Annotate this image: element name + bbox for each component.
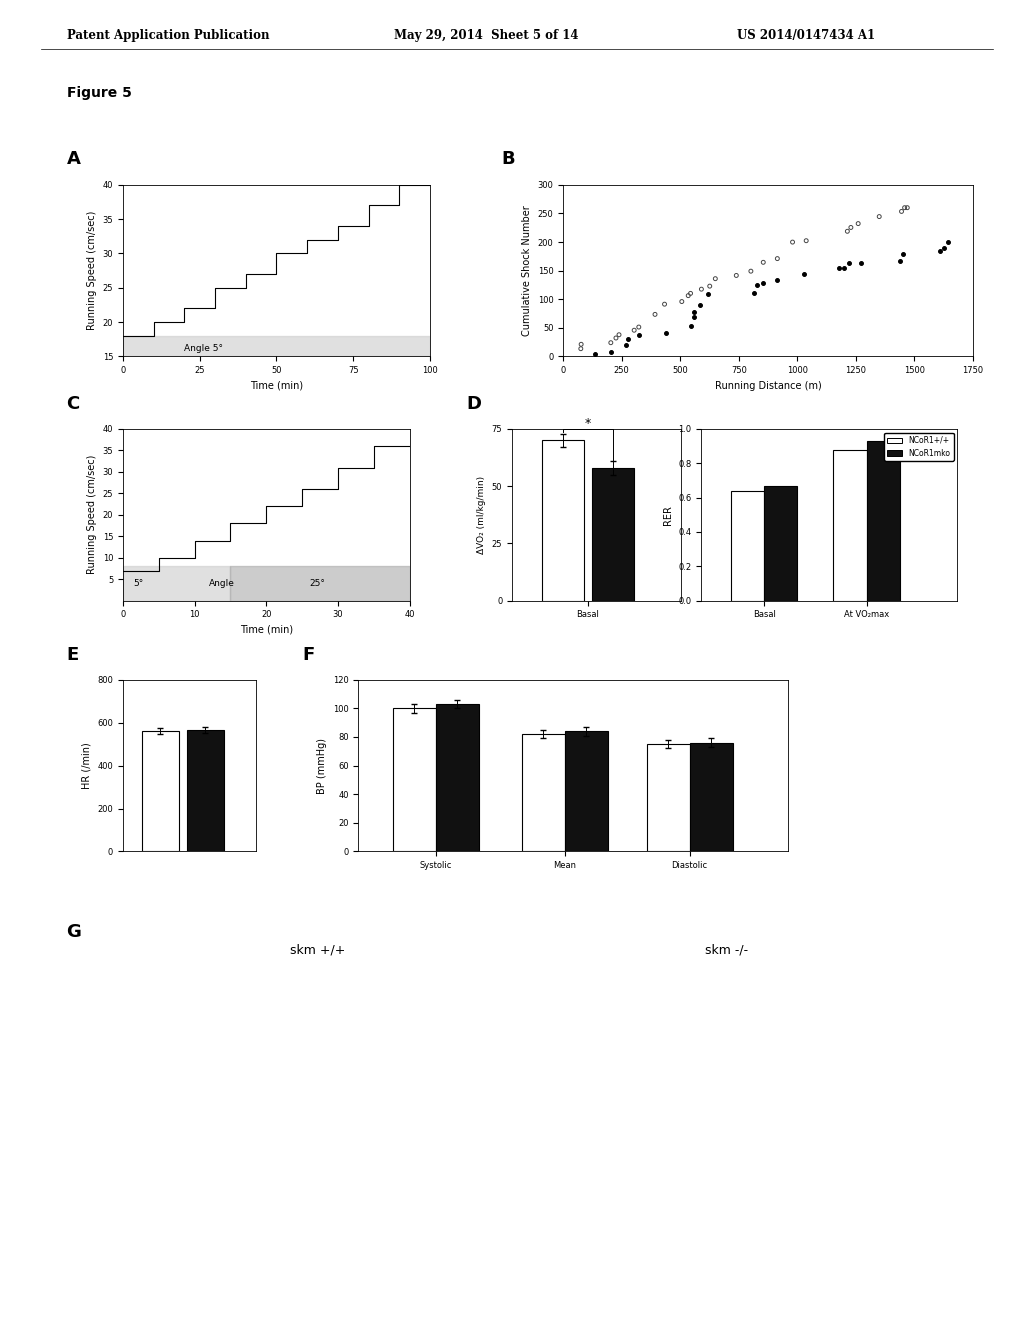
Text: D: D bbox=[466, 395, 481, 413]
Bar bbox=[866, 441, 900, 601]
Text: skm +/+: skm +/+ bbox=[290, 942, 345, 956]
Bar bbox=[123, 335, 430, 356]
Y-axis label: BP (mmHg): BP (mmHg) bbox=[317, 738, 328, 793]
X-axis label: Running Distance (m): Running Distance (m) bbox=[715, 380, 821, 391]
Point bbox=[674, 290, 690, 312]
Text: May 29, 2014  Sheet 5 of 14: May 29, 2014 Sheet 5 of 14 bbox=[394, 29, 579, 42]
Point bbox=[693, 279, 710, 300]
Point bbox=[896, 197, 912, 218]
Point bbox=[728, 265, 744, 286]
Bar bbox=[522, 734, 565, 851]
Bar bbox=[542, 441, 584, 601]
Point bbox=[850, 213, 866, 234]
Point bbox=[680, 285, 696, 306]
Text: 25°: 25° bbox=[309, 578, 326, 587]
Bar bbox=[565, 731, 608, 851]
Point bbox=[839, 220, 855, 242]
Y-axis label: HR (/min): HR (/min) bbox=[82, 742, 92, 789]
Point bbox=[936, 238, 952, 259]
Bar bbox=[646, 744, 689, 851]
Point bbox=[784, 231, 801, 252]
Text: *: * bbox=[585, 417, 591, 430]
Point bbox=[708, 268, 724, 289]
Point bbox=[657, 322, 674, 343]
Point bbox=[755, 252, 771, 273]
Point bbox=[682, 282, 698, 304]
Bar bbox=[436, 704, 479, 851]
Point bbox=[932, 240, 948, 261]
Point bbox=[647, 304, 664, 325]
Point bbox=[620, 327, 636, 348]
Point bbox=[617, 335, 634, 356]
Y-axis label: RER: RER bbox=[663, 504, 673, 525]
Point bbox=[745, 282, 762, 304]
Text: US 2014/0147434 A1: US 2014/0147434 A1 bbox=[737, 29, 876, 42]
Text: Angle 5°: Angle 5° bbox=[184, 345, 223, 352]
Point bbox=[692, 294, 709, 315]
Point bbox=[871, 206, 888, 227]
Y-axis label: ΔVO₂ (ml/kg/min): ΔVO₂ (ml/kg/min) bbox=[477, 475, 486, 554]
Point bbox=[656, 293, 673, 314]
Point bbox=[841, 252, 857, 273]
Point bbox=[699, 282, 716, 304]
Text: C: C bbox=[67, 395, 80, 413]
Point bbox=[631, 317, 647, 338]
Point bbox=[686, 306, 702, 327]
Point bbox=[769, 248, 785, 269]
X-axis label: Time (min): Time (min) bbox=[250, 380, 303, 391]
Point bbox=[626, 319, 642, 341]
Bar bbox=[689, 743, 732, 851]
Point bbox=[573, 334, 590, 355]
Bar bbox=[731, 491, 764, 601]
Y-axis label: Running Speed (cm/sec): Running Speed (cm/sec) bbox=[87, 211, 97, 330]
Text: 5°: 5° bbox=[133, 578, 144, 587]
Text: E: E bbox=[67, 645, 79, 664]
Point bbox=[608, 327, 625, 348]
Text: A: A bbox=[67, 149, 81, 168]
Point bbox=[587, 343, 603, 364]
Bar bbox=[393, 709, 436, 851]
Legend: NCoR1+/+, NCoR1mko: NCoR1+/+, NCoR1mko bbox=[884, 433, 953, 461]
Point bbox=[631, 325, 647, 346]
Point bbox=[572, 338, 589, 359]
Text: Patent Application Publication: Patent Application Publication bbox=[67, 29, 269, 42]
Point bbox=[894, 243, 910, 264]
Point bbox=[893, 201, 909, 222]
Point bbox=[755, 273, 771, 294]
Point bbox=[796, 263, 812, 284]
Point bbox=[769, 269, 785, 290]
Bar bbox=[186, 730, 224, 851]
Point bbox=[750, 275, 766, 296]
Y-axis label: Cumulative Shock Number: Cumulative Shock Number bbox=[522, 205, 532, 337]
Bar bbox=[123, 566, 230, 601]
Text: Figure 5: Figure 5 bbox=[67, 86, 131, 100]
Point bbox=[830, 257, 847, 279]
Point bbox=[853, 252, 869, 273]
Point bbox=[603, 333, 620, 354]
Bar bbox=[230, 566, 410, 601]
Text: skm -/-: skm -/- bbox=[706, 942, 749, 956]
Point bbox=[686, 302, 702, 323]
Bar bbox=[764, 486, 798, 601]
Point bbox=[843, 216, 859, 238]
Point bbox=[836, 257, 852, 279]
Bar bbox=[592, 467, 635, 601]
Point bbox=[899, 197, 915, 218]
Point bbox=[683, 315, 699, 337]
Point bbox=[939, 231, 955, 252]
Point bbox=[798, 230, 814, 251]
Point bbox=[742, 260, 759, 281]
Point bbox=[701, 276, 718, 297]
Text: B: B bbox=[502, 149, 515, 168]
Bar bbox=[834, 450, 866, 601]
Text: F: F bbox=[302, 645, 314, 664]
Bar bbox=[141, 731, 179, 851]
Y-axis label: Running Speed (cm/sec): Running Speed (cm/sec) bbox=[87, 455, 97, 574]
Point bbox=[611, 325, 628, 346]
X-axis label: Time (min): Time (min) bbox=[240, 624, 293, 635]
Point bbox=[892, 251, 908, 272]
Text: G: G bbox=[67, 923, 82, 941]
Text: Angle: Angle bbox=[209, 578, 234, 587]
Point bbox=[602, 341, 618, 362]
